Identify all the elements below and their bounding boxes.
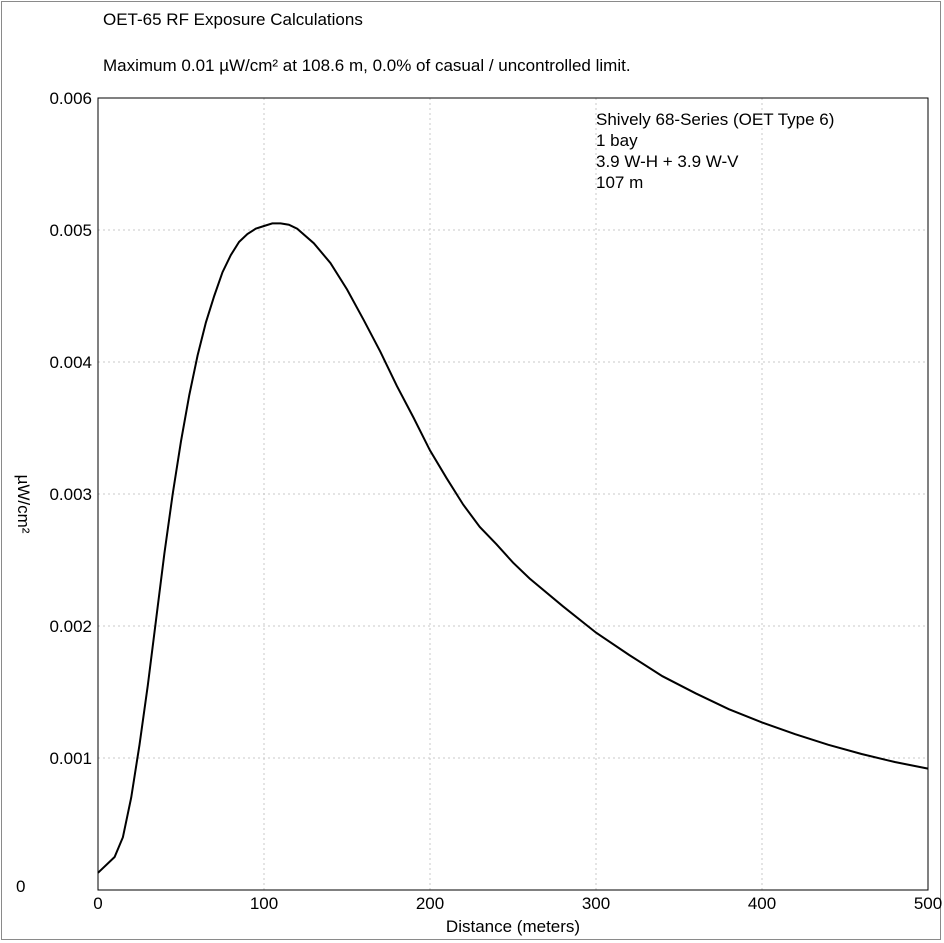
tick-layer: 0 100 200 300 400 500 0 0.001 0.002 0.003 0.004 0.0… bbox=[16, 89, 942, 913]
annotation-line: 3.9 W-H + 3.9 W-V bbox=[596, 152, 739, 171]
y-tick-label: 0.006 bbox=[49, 89, 92, 108]
chart-subtitle: Maximum 0.01 µW/cm² at 108.6 m, 0.0% of … bbox=[103, 56, 631, 75]
y-tick-label: 0.004 bbox=[49, 353, 92, 372]
y-tick-label: 0.003 bbox=[49, 485, 92, 504]
x-tick-label: 300 bbox=[582, 894, 610, 913]
y-tick-label: 0 bbox=[16, 877, 25, 896]
grid-layer bbox=[98, 98, 928, 890]
chart-title: OET-65 RF Exposure Calculations bbox=[103, 10, 363, 29]
plot-area bbox=[97, 97, 929, 891]
annotation-box: Shively 68-Series (OET Type 6) 1 bay 3.9 W… bbox=[596, 110, 834, 192]
x-tick-label: 0 bbox=[93, 894, 102, 913]
x-tick-label: 500 bbox=[914, 894, 942, 913]
y-axis-label: µW/cm² bbox=[14, 475, 33, 534]
y-tick-label: 0.002 bbox=[49, 617, 92, 636]
annotation-line: Shively 68-Series (OET Type 6) bbox=[596, 110, 834, 129]
x-axis-label: Distance (meters) bbox=[446, 917, 580, 936]
x-tick-label: 100 bbox=[250, 894, 278, 913]
y-tick-label: 0.001 bbox=[49, 749, 92, 768]
y-tick-label: 0.005 bbox=[49, 221, 92, 240]
series-line bbox=[97, 222, 929, 874]
x-tick-label: 200 bbox=[416, 894, 444, 913]
x-tick-label: 400 bbox=[748, 894, 776, 913]
annotation-line: 1 bay bbox=[596, 131, 638, 150]
annotation-line: 107 m bbox=[596, 173, 643, 192]
